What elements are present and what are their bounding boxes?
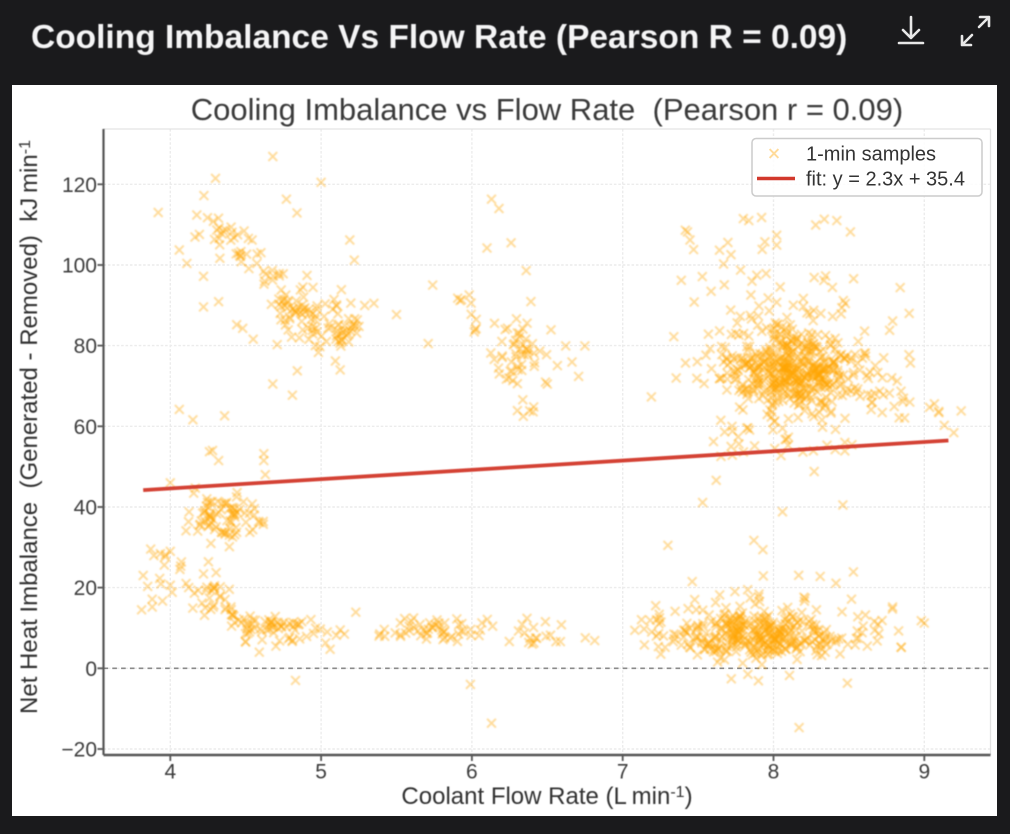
svg-text:6: 6: [466, 761, 478, 784]
svg-text:1-min samples: 1-min samples: [806, 144, 936, 166]
svg-text:Cooling Imbalance vs Flow Rate: Cooling Imbalance vs Flow Rate (Pearson …: [191, 92, 903, 127]
svg-text:60: 60: [74, 416, 97, 439]
svg-text:5: 5: [315, 761, 327, 784]
svg-text:0: 0: [85, 658, 97, 681]
svg-text:−20: −20: [61, 739, 97, 762]
svg-text:Cooling Imbalance Vs Flow Rate: Cooling Imbalance Vs Flow Rate (Pearson …: [31, 19, 847, 56]
svg-text:8: 8: [768, 761, 780, 784]
svg-text:Coolant Flow Rate (L min-1): Coolant Flow Rate (L min-1): [401, 783, 692, 810]
svg-text:80: 80: [74, 335, 97, 358]
svg-text:40: 40: [74, 497, 97, 520]
svg-text:100: 100: [62, 255, 97, 278]
svg-text:Net Heat Imbalance (Generated: Net Heat Imbalance (Generated - Removed)…: [16, 140, 43, 714]
svg-text:20: 20: [74, 577, 97, 600]
svg-text:fit: y = 2.3x + 35.4: fit: y = 2.3x + 35.4: [806, 169, 965, 191]
svg-text:9: 9: [918, 761, 930, 784]
svg-text:120: 120: [62, 174, 97, 197]
svg-text:7: 7: [617, 761, 629, 784]
svg-text:4: 4: [164, 761, 176, 784]
